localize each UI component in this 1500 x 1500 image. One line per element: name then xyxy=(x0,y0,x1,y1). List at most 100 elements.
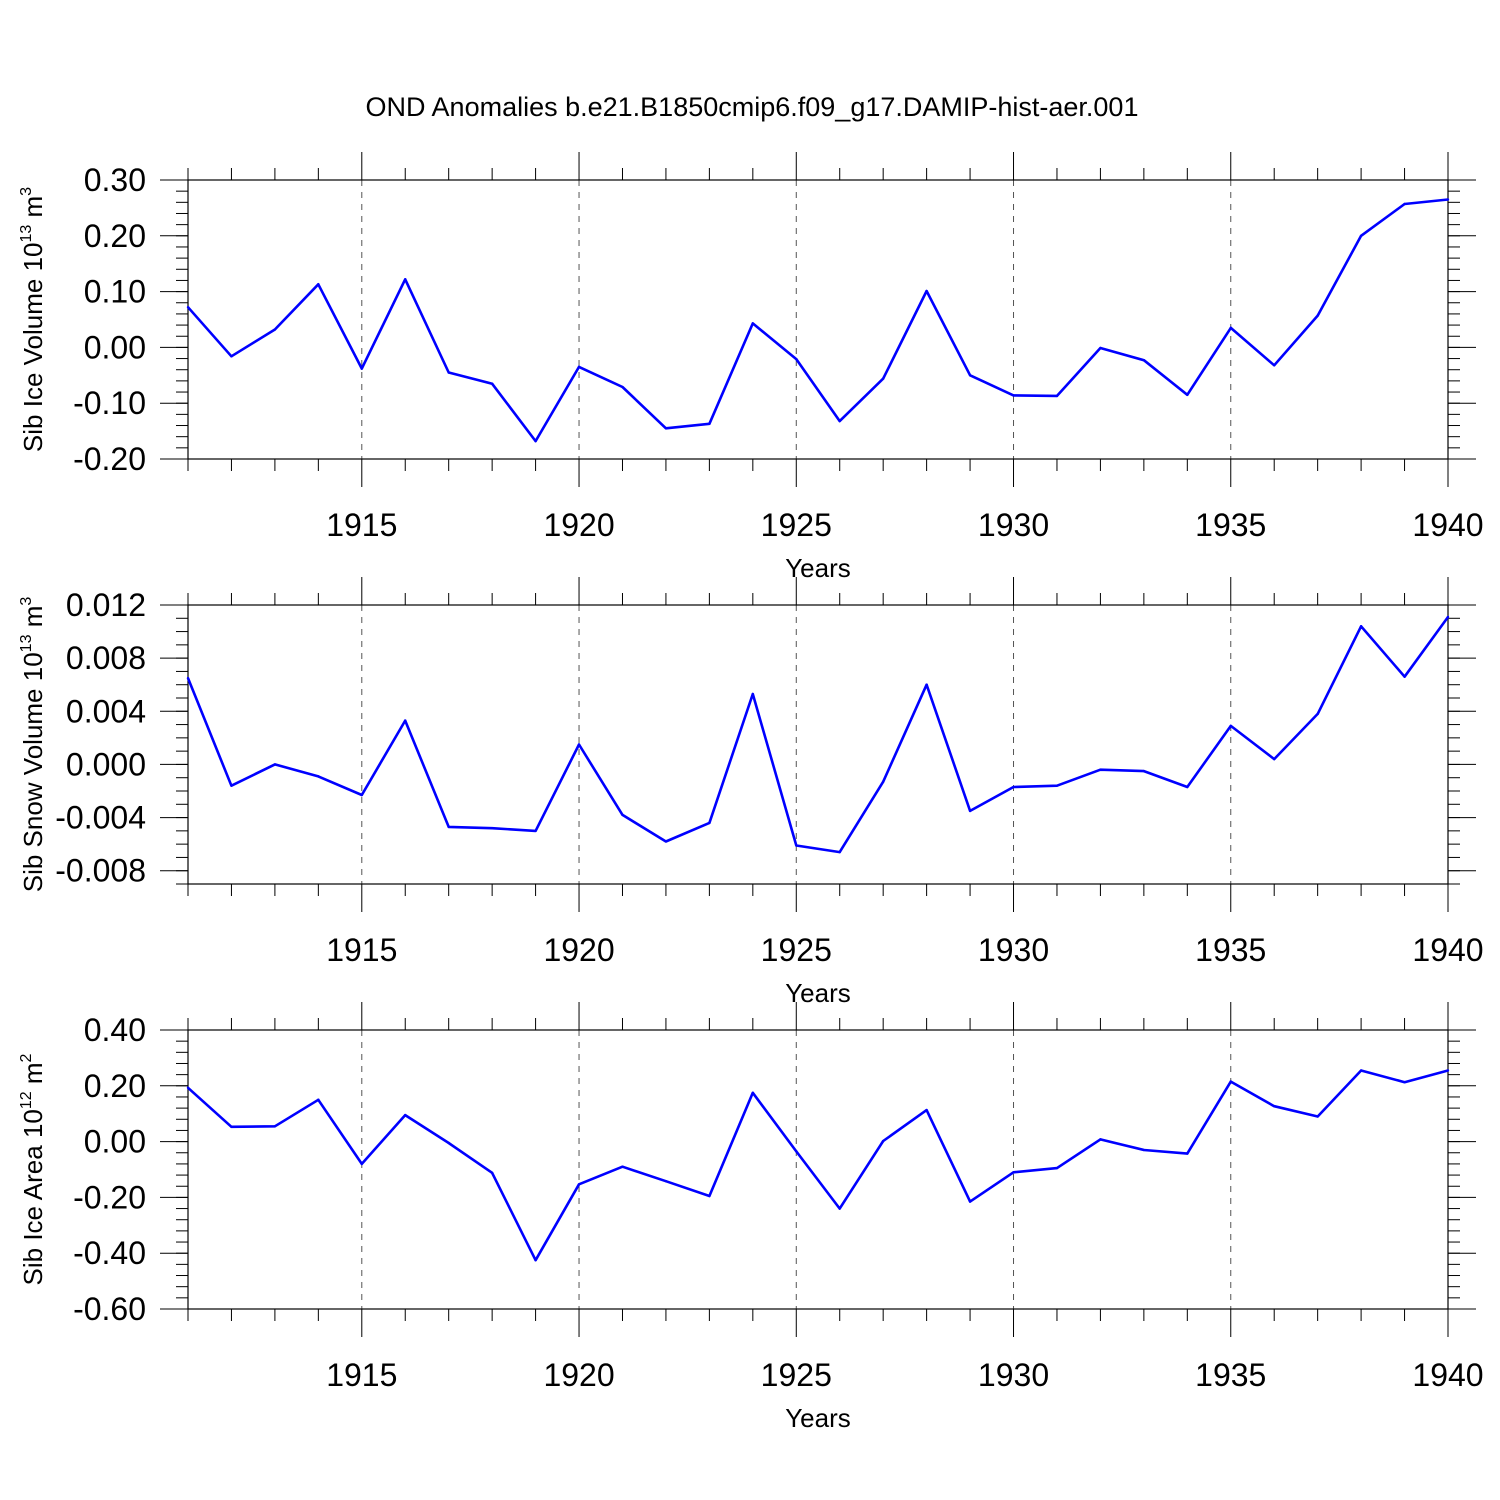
y-tick-label: -0.10 xyxy=(73,385,146,421)
y-tick-label: -0.60 xyxy=(73,1291,146,1327)
y-tick-label: 0.000 xyxy=(66,746,146,782)
data-point xyxy=(1099,768,1102,771)
data-point xyxy=(968,374,972,377)
data-point xyxy=(1142,1148,1146,1152)
y-tick-label: 0.10 xyxy=(84,274,146,310)
data-point xyxy=(317,283,320,286)
data-point xyxy=(230,784,233,787)
data-point xyxy=(534,829,537,833)
data-point xyxy=(1316,1115,1319,1118)
data-point xyxy=(1186,393,1189,397)
data-point xyxy=(577,365,581,369)
data-point xyxy=(404,719,407,722)
data-point xyxy=(360,367,363,370)
series-line xyxy=(187,1069,1449,1262)
data-point xyxy=(881,780,885,783)
data-point xyxy=(1142,769,1146,773)
y-tick-label: -0.008 xyxy=(55,853,146,889)
data-point xyxy=(273,1125,277,1128)
data-point xyxy=(1359,1069,1363,1072)
x-tick-label: 1920 xyxy=(543,1357,614,1393)
data-point xyxy=(925,289,928,293)
data-point xyxy=(1403,202,1406,206)
data-point xyxy=(1186,1152,1189,1155)
y-tick-label: 0.20 xyxy=(84,218,146,254)
data-point xyxy=(881,1139,885,1143)
data-point xyxy=(925,683,928,686)
data-point xyxy=(230,1125,233,1129)
data-point xyxy=(1099,1138,1102,1141)
y-axis-title: Sib Snow Volume 1013 m3 xyxy=(18,597,48,893)
y-axis-title: Sib Ice Volume 1013 m3 xyxy=(18,187,48,452)
y-tick-label: -0.20 xyxy=(73,441,146,477)
data-point xyxy=(664,1180,668,1183)
data-point xyxy=(490,827,494,830)
x-tick-label: 1920 xyxy=(543,932,614,968)
data-point xyxy=(273,328,277,331)
data-point xyxy=(708,821,711,825)
data-point xyxy=(1012,1171,1015,1174)
data-point xyxy=(1229,326,1232,330)
x-tick-label: 1930 xyxy=(978,1357,1049,1393)
data-point xyxy=(534,439,537,443)
data-point xyxy=(968,809,972,813)
data-point xyxy=(795,357,798,361)
x-tick-label: 1925 xyxy=(761,507,832,543)
x-tick-label: 1940 xyxy=(1412,1357,1483,1393)
figure-title: OND Anomalies b.e21.B1850cmip6.f09_g17.D… xyxy=(366,92,1139,122)
data-point xyxy=(490,382,494,385)
data-point xyxy=(1012,785,1015,789)
data-point xyxy=(447,1141,450,1145)
data-point xyxy=(1446,615,1450,619)
data-point xyxy=(1359,234,1363,237)
data-point xyxy=(1403,675,1406,678)
x-tick-label: 1935 xyxy=(1195,932,1266,968)
y-tick-label: 0.012 xyxy=(66,587,146,623)
x-axis-title: Years xyxy=(785,1403,851,1433)
y-tick-label: 0.004 xyxy=(66,693,146,729)
y-tick-label: 0.00 xyxy=(84,329,146,365)
x-tick-label: 1940 xyxy=(1412,932,1483,968)
data-point xyxy=(708,422,711,426)
series-line xyxy=(186,616,1450,854)
y-axis-title: Sib Ice Area 1012 m2 xyxy=(18,1053,48,1285)
y-tick-label: 0.20 xyxy=(84,1068,146,1104)
data-point xyxy=(490,1171,494,1175)
data-point xyxy=(577,743,581,746)
y-tick-label: -0.004 xyxy=(55,800,146,836)
plot-frame xyxy=(187,1029,1449,1310)
y-tick-label: -0.40 xyxy=(73,1235,146,1271)
data-point xyxy=(881,377,885,380)
data-point xyxy=(1055,1166,1059,1170)
x-tick-label: 1935 xyxy=(1195,507,1266,543)
data-point xyxy=(664,840,668,843)
x-tick-label: 1935 xyxy=(1195,1357,1266,1393)
x-tick-label: 1915 xyxy=(326,507,397,543)
data-point xyxy=(621,1165,624,1168)
y-tick-label: 0.30 xyxy=(84,162,146,198)
data-point xyxy=(1273,757,1276,761)
x-tick-label: 1915 xyxy=(326,1357,397,1393)
series-line xyxy=(187,198,1449,443)
plot-frame xyxy=(187,604,1449,885)
data-point xyxy=(1099,346,1102,350)
data-point xyxy=(1403,1080,1406,1084)
y-tick-label: 0.00 xyxy=(84,1124,146,1160)
data-point xyxy=(404,278,407,281)
x-tick-label: 1925 xyxy=(761,1357,832,1393)
data-point xyxy=(1186,785,1189,789)
data-point xyxy=(186,676,190,680)
data-point xyxy=(360,793,363,797)
y-tick-label: 0.008 xyxy=(66,640,146,676)
data-point xyxy=(404,1113,407,1117)
data-point xyxy=(447,371,450,374)
panel-sib-snow-volume: -0.008 -0.004 0.000 0.004 0.008 0.012 1915 1920… xyxy=(18,577,1484,1008)
data-point xyxy=(751,1091,755,1094)
data-point xyxy=(360,1162,363,1166)
x-axis-title: Years xyxy=(785,978,851,1008)
data-point xyxy=(838,419,841,423)
x-tick-label: 1940 xyxy=(1412,507,1483,543)
x-axis-title: Years xyxy=(785,553,851,583)
data-point xyxy=(186,306,190,309)
